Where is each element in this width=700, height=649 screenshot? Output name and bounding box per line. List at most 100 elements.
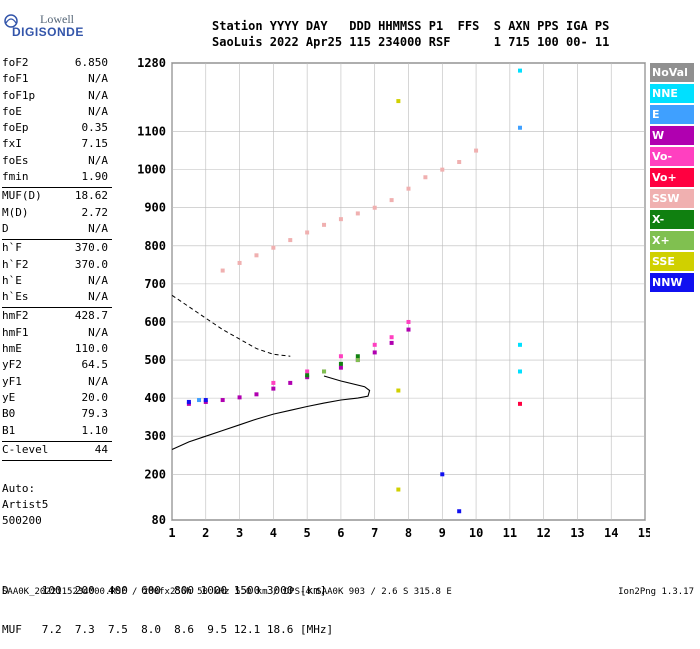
param-label: C-level	[2, 442, 49, 456]
x-tick-label: 15	[638, 526, 650, 540]
echo-point	[322, 222, 327, 227]
logo-line2: DIGISONDE	[12, 25, 84, 39]
echo-point	[457, 509, 462, 514]
echo-point	[197, 398, 202, 403]
logo-line1: Lowell	[40, 12, 74, 26]
param-label: yF1	[2, 374, 22, 388]
echo-point	[457, 160, 462, 165]
param-value: 370.0	[74, 241, 108, 255]
param-label: M(D)	[2, 205, 29, 219]
param-row: yF2 64.5	[2, 358, 114, 374]
version-label: Ion2Png 1.3.17	[618, 587, 694, 597]
legend-item: SSE	[650, 252, 694, 271]
legend-item: X-	[650, 210, 694, 229]
param-row: h`F 370.0	[2, 241, 114, 257]
param-row: C-level 44	[2, 443, 114, 459]
param-label: hmE	[2, 342, 22, 356]
param-row: foE N/A	[2, 105, 114, 121]
y-tick-label: 600	[144, 315, 166, 329]
legend-item: NNE	[650, 84, 694, 103]
param-value: 6.850	[74, 56, 108, 69]
x-tick-label: 6	[337, 526, 344, 540]
echo-point	[372, 350, 377, 355]
param-value: 79.3	[81, 407, 109, 421]
auto-method: Artist5	[2, 498, 49, 511]
echo-point	[389, 335, 394, 340]
param-row: B1 1.10	[2, 424, 114, 440]
x-tick-label: 7	[371, 526, 378, 540]
echo-point	[372, 342, 377, 347]
param-value: 1.90	[81, 170, 109, 184]
param-row: foEp 0.35	[2, 121, 114, 137]
x-tick-label: 9	[439, 526, 446, 540]
param-label: hmF1	[2, 325, 29, 339]
param-separator	[2, 239, 112, 241]
param-label: foF2	[2, 56, 29, 69]
param-row: D N/A	[2, 222, 114, 238]
param-value: N/A	[88, 374, 108, 388]
echo-point	[338, 361, 343, 366]
y-tick-label: 1000	[137, 163, 166, 177]
echo-point	[305, 369, 310, 374]
param-label: B1	[2, 423, 16, 437]
x-tick-label: 8	[405, 526, 412, 540]
param-row: foEs N/A	[2, 154, 114, 170]
param-row: h`E N/A	[2, 274, 114, 290]
param-label: foEp	[2, 121, 29, 135]
echo-point	[186, 399, 191, 404]
param-value: 0.35	[81, 121, 109, 135]
muf-value-row: MUF 7.2 7.3 7.5 8.0 8.6 9.5 12.1 18.6 [M…	[2, 623, 334, 636]
echo-point	[517, 342, 522, 347]
param-row: hmE 110.0	[2, 342, 114, 358]
y-tick-label: 800	[144, 239, 166, 253]
x-tick-label: 11	[503, 526, 517, 540]
echo-point	[237, 395, 242, 400]
param-row: yE 20.0	[2, 391, 114, 407]
y-tick-label: 1100	[137, 125, 166, 139]
y-tick-label: 80	[152, 513, 166, 527]
param-row: MUF(D) 18.62	[2, 189, 114, 205]
logo-mark-icon	[4, 14, 18, 28]
echo-point	[237, 260, 242, 265]
param-value: 7.15	[81, 137, 109, 151]
x-tick-label: 2	[202, 526, 209, 540]
echo-point	[355, 354, 360, 359]
param-value: N/A	[88, 221, 108, 235]
muf-table: D 100 200 400 600 800 1000 1500 3000 [km…	[2, 558, 333, 649]
profile-solid-line	[171, 375, 371, 451]
legend-item: SSW	[650, 189, 694, 208]
param-label: foF1p	[2, 88, 36, 102]
echo-point	[338, 217, 343, 222]
echo-point	[254, 392, 259, 397]
param-separator	[2, 307, 112, 309]
param-label: yE	[2, 390, 16, 404]
param-value: N/A	[88, 88, 108, 102]
param-value: N/A	[88, 153, 108, 167]
param-row: foF1 N/A	[2, 72, 114, 88]
legend-item: X+	[650, 231, 694, 250]
param-row: fmin 1.90	[2, 170, 114, 186]
x-tick-label: 10	[469, 526, 483, 540]
param-label: foE	[2, 104, 22, 118]
echo-point	[322, 369, 327, 374]
y-tick-label: 200	[144, 467, 166, 481]
echo-point	[517, 401, 522, 406]
legend-item: E	[650, 105, 694, 124]
echo-point	[305, 373, 310, 378]
legend-item: Vo-	[650, 147, 694, 166]
echo-point	[271, 245, 276, 250]
param-label: yF2	[2, 358, 22, 372]
echo-point	[440, 472, 445, 477]
profile-dashed-line	[171, 294, 291, 357]
muf-distance-row: D 100 200 400 600 800 1000 1500 3000 [km…	[2, 584, 327, 597]
param-value: 2.72	[81, 205, 109, 219]
param-row: foF2 6.850	[2, 56, 114, 72]
echo-point	[338, 365, 343, 370]
x-tick-label: 13	[570, 526, 584, 540]
param-label: hmF2	[2, 309, 29, 323]
echo-point	[517, 68, 522, 73]
echo-point	[203, 398, 208, 403]
auto-code: 500200	[2, 514, 42, 527]
y-tick-label: 700	[144, 277, 166, 291]
echo-point	[406, 186, 411, 191]
